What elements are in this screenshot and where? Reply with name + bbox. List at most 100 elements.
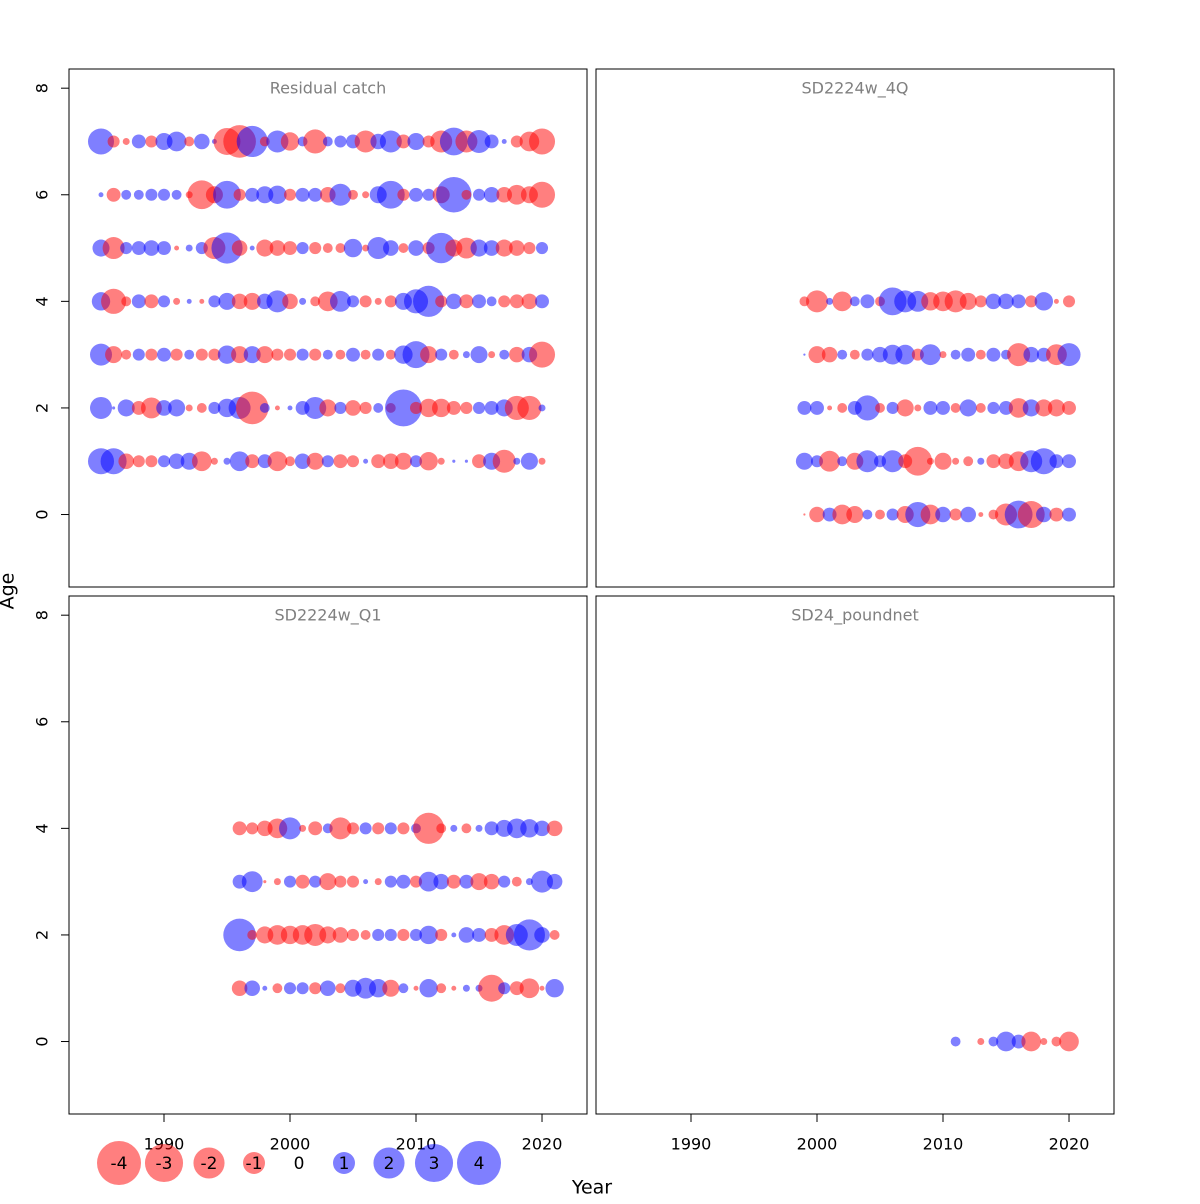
bubble: [131, 294, 146, 309]
legend-bubble: [193, 1147, 225, 1179]
bubble: [335, 243, 346, 253]
bubble: [384, 295, 397, 308]
bubble: [988, 1036, 999, 1047]
bubble: [282, 293, 298, 310]
bubble: [409, 187, 423, 202]
bubble: [184, 136, 195, 147]
bubble: [157, 347, 171, 362]
bubble: [538, 404, 546, 412]
bubble: [409, 401, 423, 414]
bubble: [895, 344, 916, 365]
bubble: [262, 985, 268, 991]
bubble: [231, 293, 248, 310]
bubble: [285, 456, 295, 467]
bubble: [166, 131, 187, 152]
bubble: [523, 242, 536, 255]
bubble: [369, 979, 388, 998]
bubble: [944, 290, 967, 313]
bubble: [827, 405, 833, 411]
bubble: [335, 983, 346, 994]
bubble: [199, 298, 205, 304]
bubble: [1021, 1031, 1042, 1052]
bubble: [106, 187, 121, 202]
bubble: [975, 349, 986, 360]
bubble: [409, 455, 423, 468]
bubble: [806, 290, 829, 313]
bubble: [484, 821, 499, 836]
bubble: [472, 188, 486, 201]
bubble: [1036, 506, 1052, 523]
bubble: [472, 401, 486, 414]
bubble: [495, 239, 513, 257]
bubble: [335, 349, 346, 360]
bubble: [346, 875, 360, 888]
legend-label: 4: [474, 1154, 485, 1174]
bubble: [1057, 343, 1081, 367]
bubble: [977, 1038, 985, 1046]
bubble: [304, 396, 327, 419]
bubble: [157, 455, 171, 468]
bubble: [101, 288, 127, 314]
bubble: [173, 297, 181, 305]
bubble: [961, 347, 976, 362]
bubble: [231, 240, 248, 256]
bubble: [837, 349, 848, 360]
bubble: [196, 403, 207, 413]
bubble: [1062, 507, 1076, 522]
bubble: [354, 130, 377, 153]
panel-frame: [595, 595, 1115, 1115]
bubble: [1049, 507, 1064, 522]
bubble: [462, 351, 470, 359]
bubble: [1008, 398, 1029, 418]
bubble: [821, 346, 838, 363]
bubble: [309, 982, 322, 995]
bubble: [383, 453, 399, 470]
bubble: [960, 506, 976, 523]
panel-title: SD24_poundnet: [791, 606, 918, 626]
bubble: [121, 349, 132, 360]
bubble: [436, 177, 472, 213]
bubble: [120, 242, 133, 255]
bubble: [131, 241, 146, 256]
bubble: [950, 403, 961, 413]
bubble: [501, 139, 507, 144]
legend-label: 0: [294, 1154, 305, 1174]
bubble: [498, 875, 511, 888]
bubble: [208, 401, 221, 414]
legend-label: -4: [111, 1154, 128, 1174]
bubble: [279, 817, 302, 840]
bubble: [413, 285, 445, 317]
bubble: [263, 880, 267, 884]
legend-bubble: [373, 1147, 405, 1179]
bubble: [1053, 298, 1059, 304]
bubble: [385, 389, 422, 427]
bubble: [419, 452, 438, 471]
bubble: [819, 450, 841, 472]
bubble: [455, 237, 477, 259]
bubble: [861, 348, 874, 361]
bubble: [472, 294, 486, 309]
bubble: [345, 400, 361, 416]
bubble: [121, 296, 132, 307]
bubble: [483, 186, 500, 203]
bubble: [195, 348, 208, 361]
bubble: [478, 974, 506, 1002]
bubble: [509, 240, 525, 256]
bubble: [231, 346, 249, 364]
panel-title: Residual catch: [270, 79, 386, 98]
bubble: [246, 822, 259, 835]
bubble: [545, 979, 564, 998]
bubble: [243, 346, 261, 364]
bubble: [244, 980, 260, 997]
bubble: [210, 457, 218, 465]
bubble: [132, 455, 145, 468]
bubble: [531, 870, 554, 893]
bubble: [488, 351, 496, 359]
bubble: [143, 240, 160, 256]
bubble: [283, 875, 297, 888]
x-tick-label: 2010: [923, 1135, 964, 1154]
bubble: [218, 292, 236, 310]
bubble: [539, 985, 545, 991]
bubble: [1062, 400, 1076, 415]
bubble: [426, 232, 457, 264]
